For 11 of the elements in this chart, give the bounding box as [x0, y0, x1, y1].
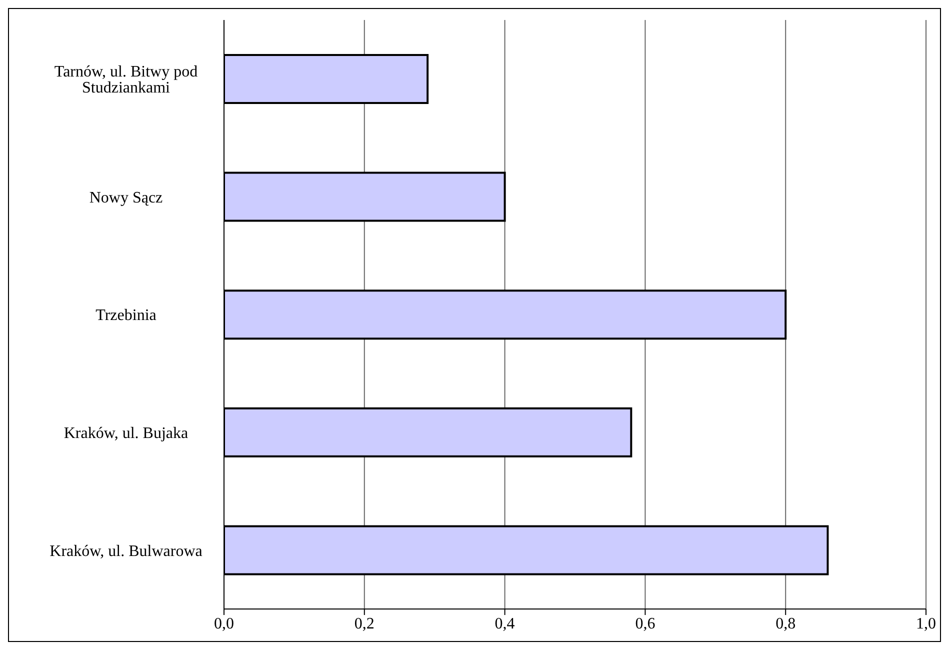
y-tick-label: Nowy Sącz	[89, 189, 163, 206]
x-tick-label: 0,6	[635, 615, 656, 632]
x-tick-label: 0,8	[776, 615, 796, 632]
x-tick-label: 0,4	[494, 615, 515, 632]
y-tick-label: Tarnów, ul. Bitwy pod Studziankami	[54, 64, 198, 97]
y-tick-label: Trzebinia	[96, 307, 156, 324]
x-tick-label: 0,2	[354, 615, 374, 632]
x-tick-label: 1,0	[916, 615, 936, 632]
x-tick-label: 0,0	[214, 615, 234, 632]
y-tick-label: Kraków, ul. Bulwarowa	[50, 542, 202, 560]
y-tick-label: Kraków, ul. Bujaka	[64, 424, 188, 442]
